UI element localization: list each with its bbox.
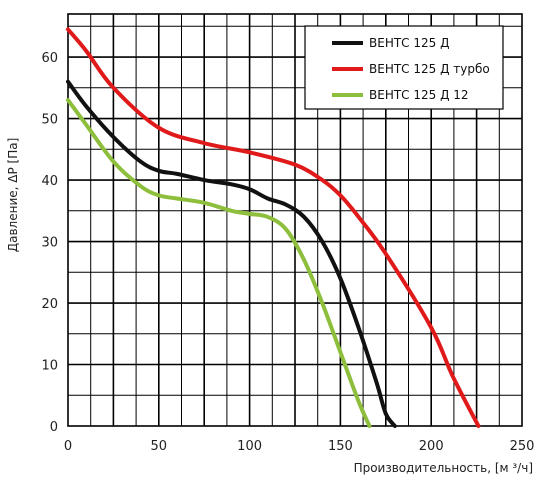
series-line-3 [66,98,372,428]
y-tick-label: 30 [41,236,58,251]
x-tick-label: 200 [419,439,444,454]
legend-label-2: ВЕНТС 125 Д турбо [369,62,490,76]
x-tick-label: 100 [237,439,262,454]
legend-label-1: ВЕНТС 125 Д [369,36,449,50]
legend: ВЕНТС 125 Д ВЕНТС 125 Д турбо ВЕНТС 125 Д … [304,25,504,110]
y-tick-label: 10 [41,359,58,374]
y-axis-label: Давление, ΔP [Па] [6,138,20,253]
x-tick-label: 150 [328,439,353,454]
y-tick-label: 40 [41,174,58,189]
x-tick-label: 0 [64,439,72,454]
x-axis-label: Производительность, [м ³/ч] [354,461,533,475]
series-lines [66,27,481,428]
y-tick-label: 0 [50,420,58,435]
legend-label-3: ВЕНТС 125 Д 12 [369,88,469,102]
series-line-2 [66,27,481,428]
x-tick-label: 50 [151,439,168,454]
y-tick-label: 20 [41,297,58,312]
x-tick-labels: 0 50 100 150 200 250 [64,439,535,454]
y-tick-labels: 0 10 20 30 40 50 60 [41,51,58,435]
y-tick-label: 60 [41,51,58,66]
series-line-1 [66,79,397,428]
y-tick-label: 50 [41,113,58,128]
x-tick-label: 250 [510,439,535,454]
